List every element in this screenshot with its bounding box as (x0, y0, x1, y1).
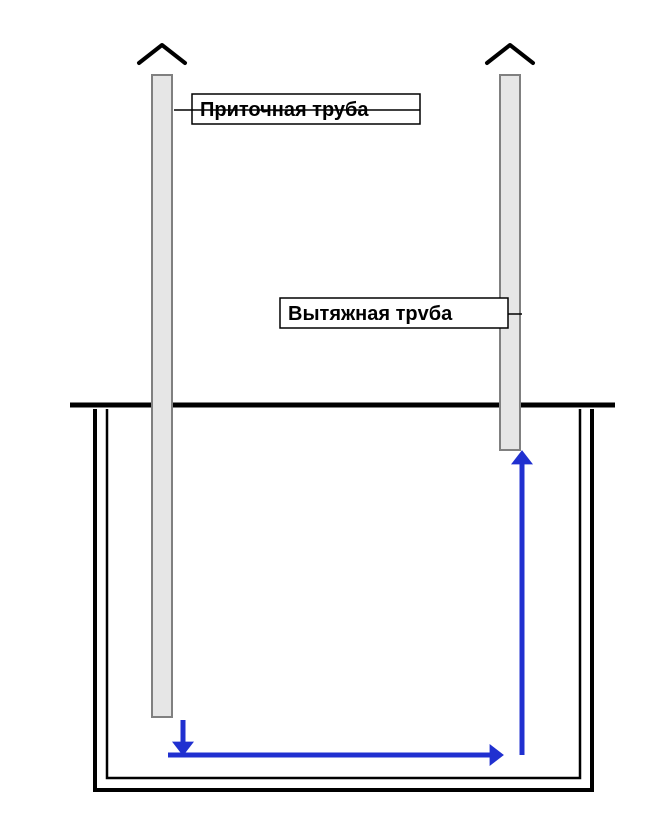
ventilation-diagram: Приточная трубаВытяжная трvба (0, 0, 670, 831)
outlet-pipe (500, 75, 520, 450)
inlet-pipe (152, 75, 172, 717)
outlet-label-text: Вытяжная трvба (288, 303, 453, 325)
